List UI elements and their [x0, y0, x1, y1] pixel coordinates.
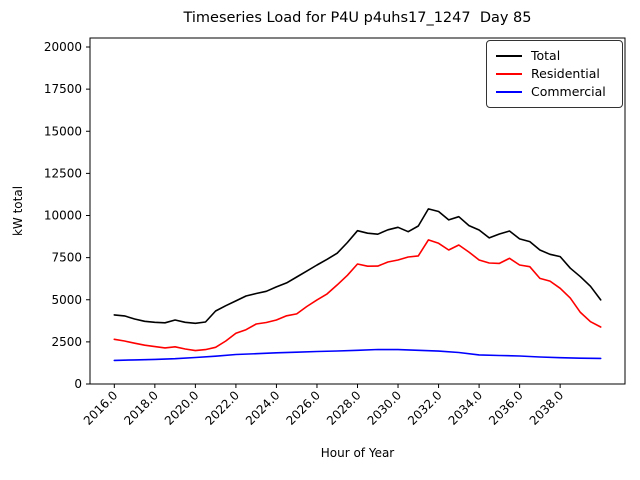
legend-swatch-residential — [496, 73, 522, 75]
legend: Total Residential Commercial — [486, 40, 623, 108]
x-axis-tick-label: 2018.0 — [121, 388, 161, 428]
x-axis-tick-label: 2034.0 — [446, 388, 486, 428]
x-axis-tick-label: 2030.0 — [365, 388, 405, 428]
legend-item-residential: Residential — [496, 65, 613, 83]
series-line-total — [113, 208, 602, 325]
y-axis-tick-label: 12500 — [44, 166, 82, 180]
y-axis-tick-label: 2500 — [51, 335, 82, 349]
y-axis-tick-label: 17500 — [44, 82, 82, 96]
chart-title: Timeseries Load for P4U p4uhs17_1247 Day… — [183, 10, 532, 26]
x-axis-tick-label: 2026.0 — [283, 388, 323, 428]
y-axis-tick-label: 0 — [74, 377, 82, 391]
x-axis-tick-label: 2022.0 — [202, 388, 242, 428]
legend-item-total: Total — [496, 47, 613, 65]
x-axis-label: Hour of Year — [320, 446, 395, 460]
series-line-commercial — [113, 348, 602, 362]
x-axis-tick-label: 2020.0 — [162, 388, 202, 428]
y-axis-tick-label: 20000 — [44, 40, 82, 54]
y-axis-tick-label: 5000 — [51, 293, 82, 307]
legend-label-commercial: Commercial — [531, 83, 606, 99]
x-axis-tick-label: 2032.0 — [405, 388, 445, 428]
y-axis-tick-label: 10000 — [44, 209, 82, 223]
legend-swatch-total — [496, 55, 522, 57]
x-axis-tick-label: 2028.0 — [324, 388, 364, 428]
series-line-residential — [113, 239, 602, 352]
x-axis-tick-label: 2036.0 — [486, 388, 526, 428]
legend-swatch-commercial — [496, 91, 522, 93]
legend-label-total: Total — [531, 47, 561, 63]
legend-label-residential: Residential — [531, 65, 600, 81]
x-axis-tick-label: 2038.0 — [527, 388, 567, 428]
x-axis-tick-label: 2024.0 — [243, 388, 283, 428]
legend-item-commercial: Commercial — [496, 83, 613, 101]
x-axis-tick-label: 2016.0 — [81, 388, 121, 428]
y-axis-tick-label: 7500 — [51, 251, 82, 265]
y-axis-tick-label: 15000 — [44, 124, 82, 138]
